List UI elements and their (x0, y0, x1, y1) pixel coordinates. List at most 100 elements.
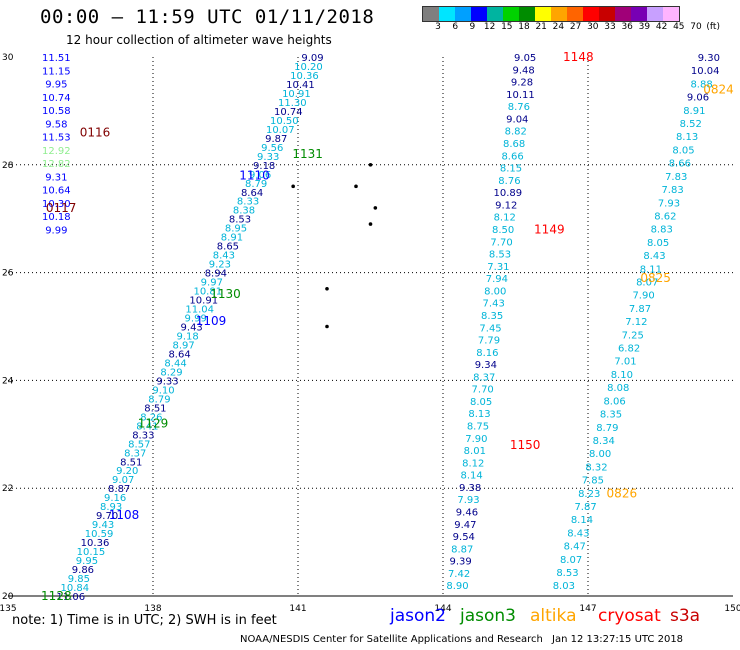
color-swatch (663, 7, 679, 21)
color-scale-label: 3 (435, 22, 441, 32)
axis-ticks: 135 138 141 144 147 150 20 22 24 26 28 30 (0, 53, 740, 614)
track-id-label: 1149 (534, 222, 565, 236)
track-id-label: 1110 (239, 169, 270, 183)
wave-value: 7.93 (658, 198, 680, 209)
color-swatch (615, 7, 631, 21)
wave-value: 8.13 (676, 132, 698, 143)
island (354, 184, 358, 189)
wave-value: 10.50 (270, 116, 299, 127)
wave-value: 10.41 (286, 80, 315, 91)
wave-value: 8.95 (225, 224, 247, 235)
wave-value: 9.05 (514, 53, 536, 64)
wave-value: 10.91 (282, 89, 311, 100)
wave-value: 9.04 (506, 114, 528, 125)
color-swatch (583, 7, 599, 21)
y-tick-label: 22 (2, 484, 13, 494)
wave-value: 8.08 (607, 383, 629, 394)
track-id-label: 0117 (46, 201, 77, 215)
wave-value: 10.36 (81, 538, 110, 549)
x-tick-label: 144 (434, 604, 451, 614)
wave-value: 8.66 (501, 151, 523, 162)
wave-value: 9.58 (45, 119, 67, 130)
wave-value: 10.04 (691, 66, 720, 77)
wave-value: 9.09 (301, 53, 323, 64)
color-swatch (471, 7, 487, 21)
wave-height-values: 11.51 11.15 9.95 10.74 10.58 9.58 11.53 12.92 12… (42, 53, 720, 603)
color-scale-label: 70 (690, 22, 702, 32)
wave-value: 8.03 (553, 581, 575, 592)
wave-value: 7.45 (479, 323, 501, 334)
wave-value: 9.70 (96, 511, 118, 522)
x-tick-label: 147 (579, 604, 596, 614)
wave-value: 10.20 (294, 62, 323, 73)
wave-value: 9.86 (72, 565, 94, 576)
wave-value: 7.90 (465, 434, 487, 445)
color-swatch (423, 7, 439, 21)
color-scale-label: 27 (569, 22, 582, 32)
legend-cryosat: cryosat (598, 606, 661, 626)
wave-value: 8.93 (100, 502, 122, 513)
color-scale-label: 12 (483, 22, 496, 32)
wave-value: 8.51 (144, 403, 166, 414)
color-swatch (631, 7, 647, 21)
land-islands (291, 163, 378, 329)
wave-value: 11.51 (42, 53, 71, 64)
x-tick-label: 138 (144, 604, 161, 614)
y-tick-label: 28 (2, 161, 14, 171)
wave-value: 8.23 (578, 489, 600, 500)
wave-value: 8.76 (508, 102, 530, 113)
color-swatch (647, 7, 663, 21)
wave-value: 9.38 (459, 483, 481, 494)
wave-value: 8.68 (503, 139, 525, 150)
wave-value: 8.05 (470, 397, 492, 408)
wave-value: 7.83 (665, 172, 687, 183)
wave-value: 8.00 (484, 286, 506, 297)
wave-value: 7.83 (661, 185, 683, 196)
wave-value: 8.14 (571, 515, 593, 526)
wave-value: 8.91 (683, 106, 705, 117)
wave-value: 8.53 (489, 250, 511, 261)
wave-value: 9.54 (453, 532, 475, 543)
wave-value: 11.06 (57, 592, 86, 603)
wave-value: 8.13 (468, 409, 490, 420)
wave-value: 10.11 (506, 90, 535, 101)
color-scale-label: 33 (604, 22, 616, 32)
wave-value: 8.64 (241, 188, 263, 199)
color-swatch (439, 7, 455, 21)
wave-value: 9.18 (177, 331, 199, 342)
wave-value: 8.43 (567, 528, 589, 539)
wave-value: 9.16 (104, 493, 126, 504)
track-id-label: 1128 (41, 589, 72, 603)
wave-value: 9.33 (156, 376, 178, 387)
wave-value: 8.87 (108, 484, 130, 495)
wave-value: 8.01 (464, 446, 486, 457)
wave-value: 8.37 (473, 372, 495, 383)
legend-jason2: jason2 (390, 606, 446, 626)
wave-value: 7.79 (478, 336, 500, 347)
wave-value: 10.64 (42, 186, 71, 197)
wave-value: 8.90 (446, 581, 468, 592)
wave-value: 8.79 (148, 394, 170, 405)
wave-value: 8.43 (213, 251, 235, 262)
wave-value: 10.18 (42, 212, 71, 223)
map-subtitle: 12 hour collection of altimeter wave hei… (66, 33, 332, 47)
wave-value: 12.82 (42, 159, 71, 170)
color-scale-label: 6 (452, 22, 459, 32)
wave-value: 8.05 (672, 145, 694, 156)
color-scale-label: 9 (469, 22, 476, 32)
wave-value: 8.76 (498, 176, 520, 187)
wave-value: 11.30 (278, 98, 307, 109)
wave-value: 10.89 (494, 188, 523, 199)
color-swatch (599, 7, 615, 21)
color-scale-label: 21 (535, 22, 547, 32)
track-id-label: 0116 (80, 125, 111, 139)
x-tick-label: 135 (0, 604, 17, 614)
wave-value: 9.46 (456, 508, 478, 519)
wave-value: 8.79 (245, 179, 267, 190)
wave-value: 8.88 (690, 79, 712, 90)
wave-value: 8.12 (462, 458, 484, 469)
wave-value: 10.36 (290, 71, 319, 82)
y-tick-label: 26 (2, 269, 14, 279)
island (325, 286, 329, 291)
wave-value: 8.66 (669, 159, 691, 170)
